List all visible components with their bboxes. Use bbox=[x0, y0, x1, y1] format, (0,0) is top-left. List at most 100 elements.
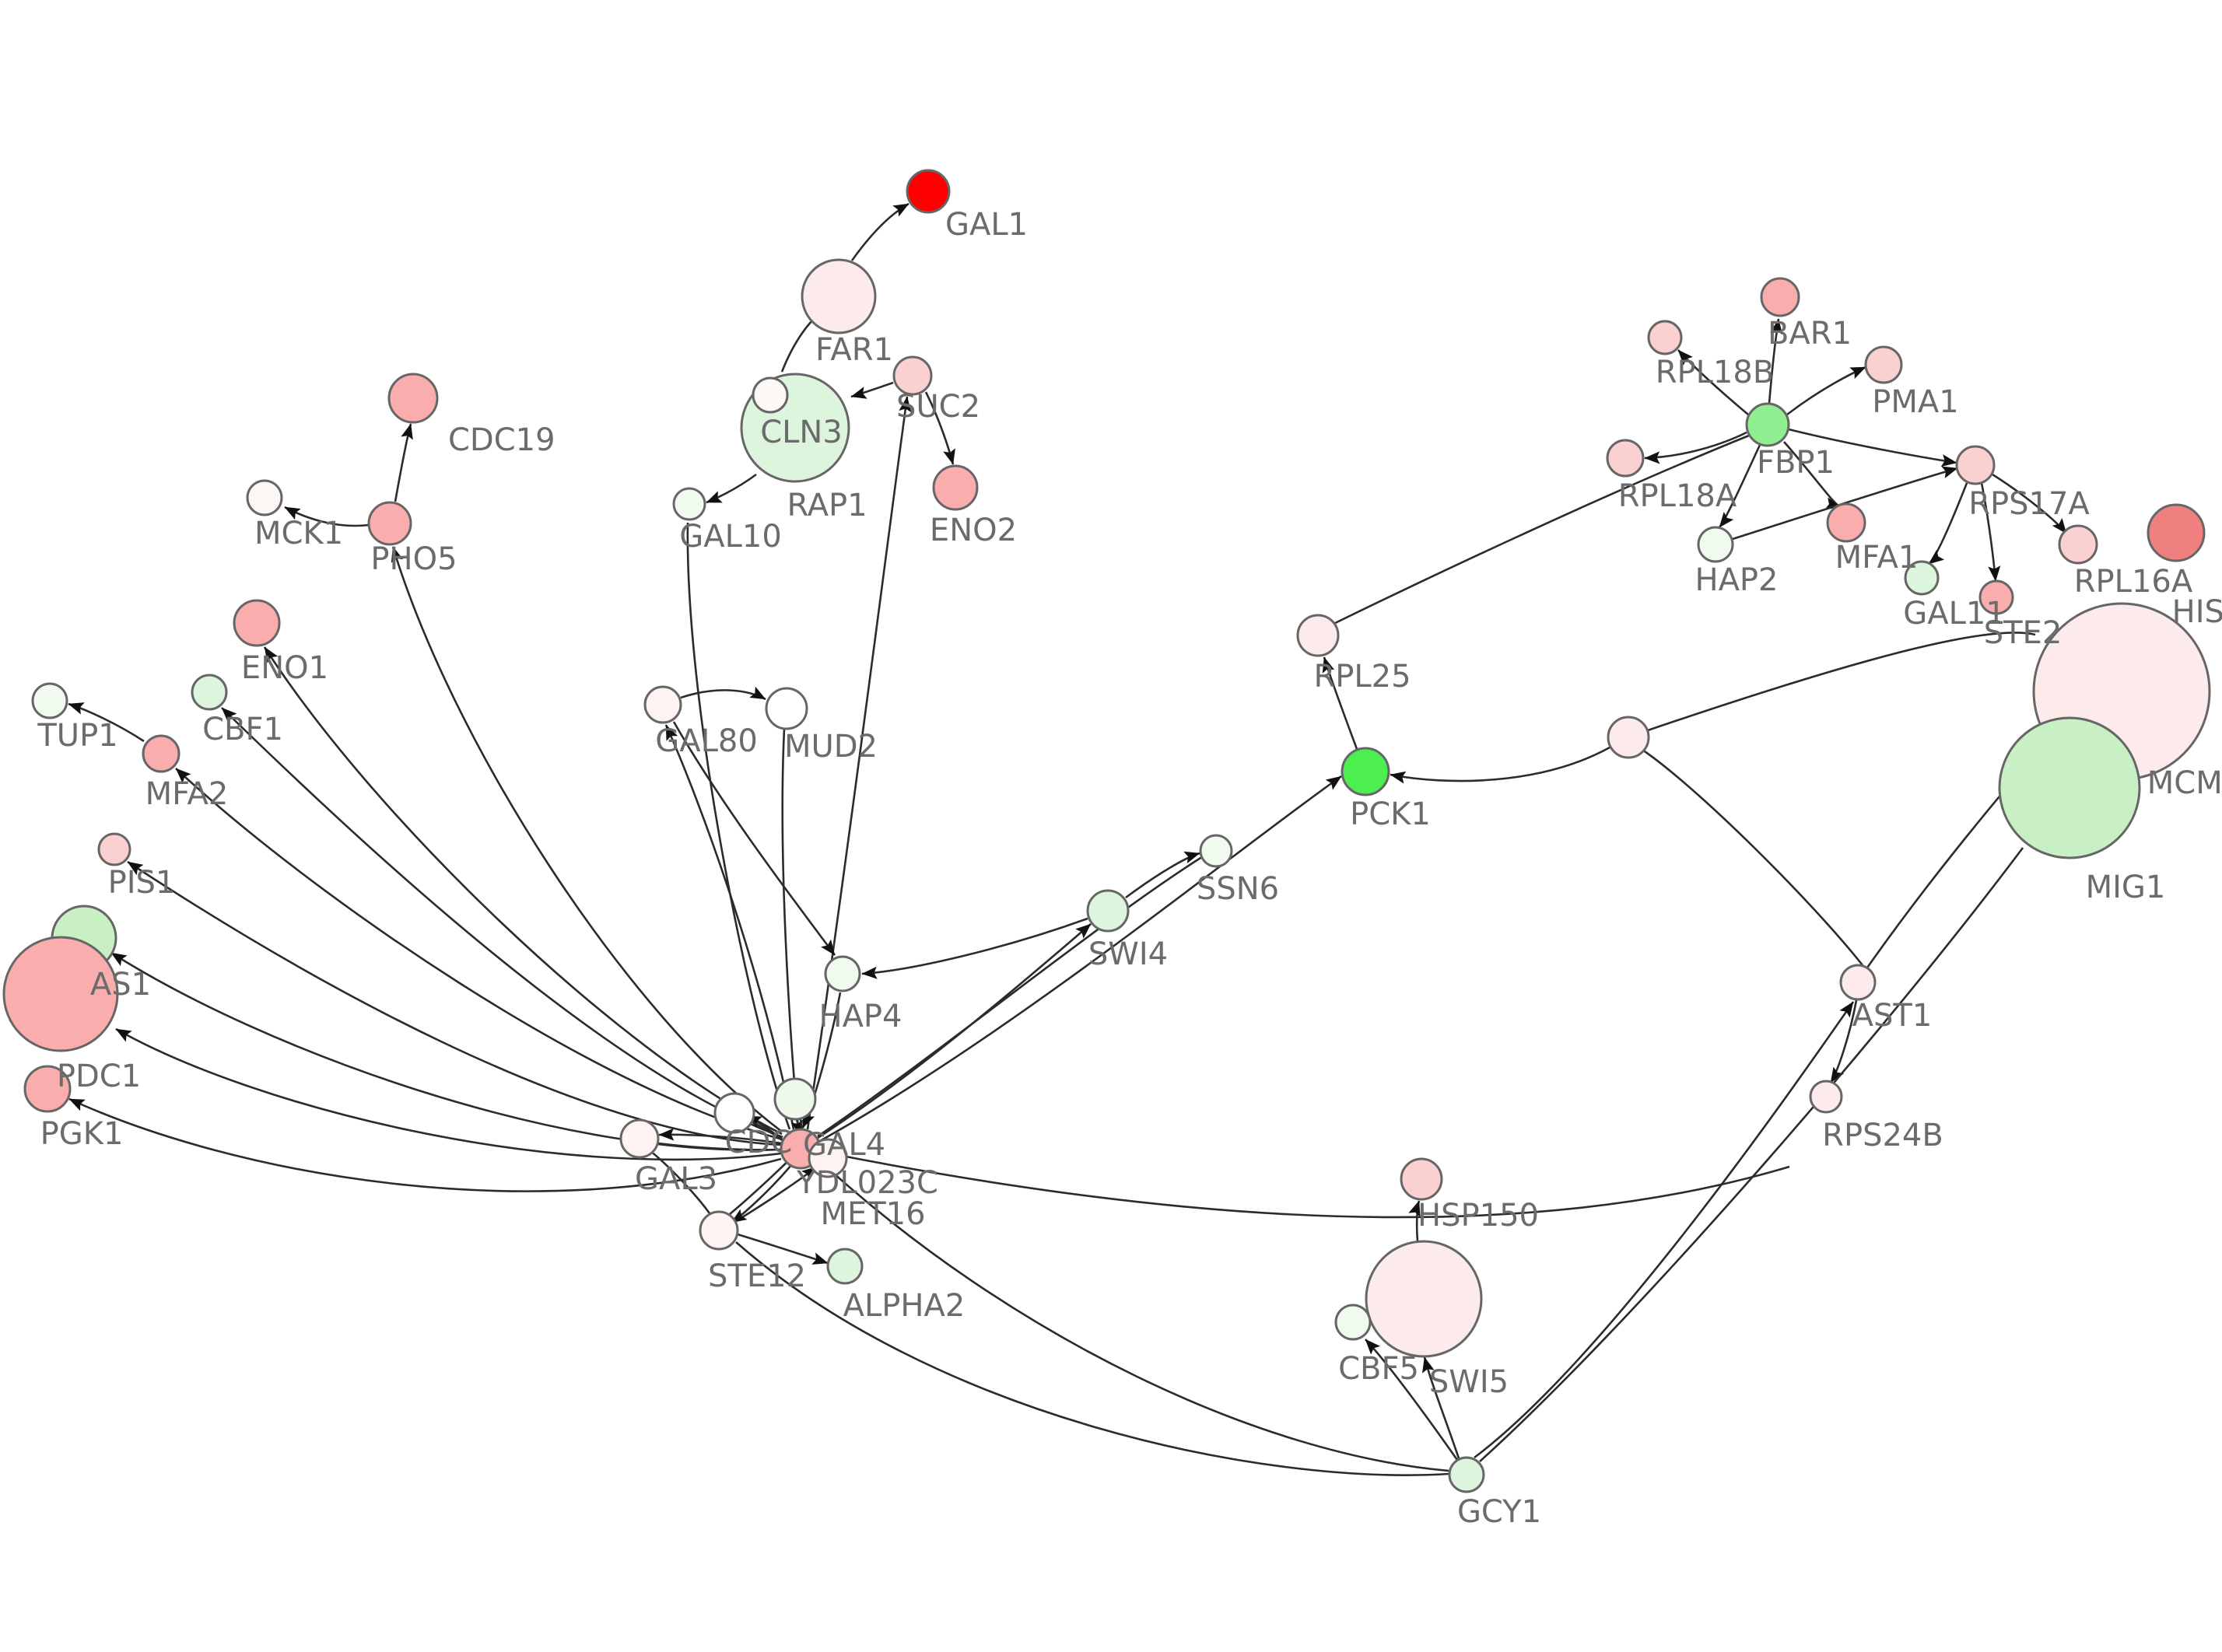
edge-FAR1-to-CLN3 bbox=[850, 381, 894, 399]
edge-GAL4-to-AS1 bbox=[110, 951, 782, 1151]
node-rpl16a[interactable] bbox=[2058, 524, 2098, 565]
node-label-cdc19: CDC19 bbox=[448, 422, 556, 458]
edge-NODE_A-to-PCK1 bbox=[1390, 746, 1610, 784]
node-mig1[interactable] bbox=[1998, 716, 2141, 859]
node-label-far1: FAR1 bbox=[815, 332, 893, 368]
edge-GAL80-to-MUD2 bbox=[680, 686, 766, 701]
edge-GAL4-to-ENO1 bbox=[263, 646, 783, 1136]
node-gal1[interactable] bbox=[906, 169, 951, 214]
node-pdc1[interactable] bbox=[2, 936, 119, 1052]
edge-GCY1-to-AST1 bbox=[1474, 1001, 1855, 1459]
node-mud2[interactable] bbox=[765, 687, 808, 730]
node-label-swi5: SWI5 bbox=[1429, 1364, 1509, 1400]
node-rpl18a[interactable] bbox=[1606, 439, 1645, 478]
node-label-eno2: ENO2 bbox=[930, 513, 1017, 548]
edge-GAL4-to-CBF1 bbox=[221, 707, 783, 1139]
node-gcy1[interactable] bbox=[1448, 1456, 1485, 1493]
node-label-mcm1: MCM1 bbox=[2147, 765, 2222, 801]
node-cdc[interactable] bbox=[713, 1092, 755, 1134]
edge-GAL4-to-PDC1 bbox=[115, 1027, 782, 1161]
node-eno2[interactable] bbox=[932, 464, 979, 511]
node-hsp150[interactable] bbox=[1400, 1157, 1443, 1201]
edge-GAL4-to-STE12 bbox=[731, 1164, 793, 1224]
edge-MUD2-to-GAL4 bbox=[781, 728, 800, 1129]
node-label-rap1: RAP1 bbox=[787, 488, 867, 523]
nodes-layer bbox=[2, 169, 2211, 1493]
edge-GAL4-to-GAL3 bbox=[658, 1128, 783, 1145]
node-label-ste12: STE12 bbox=[708, 1258, 806, 1294]
node-label-ydl023c: YDL023C bbox=[796, 1165, 938, 1201]
node-rap1[interactable] bbox=[752, 376, 789, 414]
node-label-rpl18a: RPL18A bbox=[1618, 478, 1737, 514]
node-label-gal3: GAL3 bbox=[635, 1161, 717, 1197]
node-label-tup1: TUP1 bbox=[37, 718, 117, 754]
node-met16_n[interactable] bbox=[773, 1077, 817, 1121]
node-label-rpl25: RPL25 bbox=[1313, 659, 1411, 695]
node-swi4[interactable] bbox=[1086, 889, 1130, 933]
node-pck1[interactable] bbox=[1341, 747, 1390, 796]
node-eno1[interactable] bbox=[233, 599, 281, 647]
node-label-gcy1: GCY1 bbox=[1457, 1494, 1541, 1530]
node-cdc19[interactable] bbox=[387, 373, 439, 424]
node-tup1[interactable] bbox=[31, 682, 68, 719]
edge-STE12-to-ALPHA2 bbox=[737, 1233, 829, 1265]
node-ssn6[interactable] bbox=[1199, 834, 1233, 868]
node-label-hsp150: HSP150 bbox=[1418, 1198, 1539, 1234]
node-mck1[interactable] bbox=[246, 479, 283, 516]
node-pma1[interactable] bbox=[1864, 345, 1903, 384]
node-pgk1[interactable] bbox=[23, 1065, 72, 1113]
node-suc2[interactable] bbox=[892, 355, 933, 396]
node-swi5[interactable] bbox=[1365, 1240, 1483, 1358]
node-cbf5[interactable] bbox=[1334, 1304, 1372, 1341]
node-mfa1[interactable] bbox=[1826, 502, 1866, 543]
node-rps17a[interactable] bbox=[1955, 445, 1996, 485]
node-gal10[interactable] bbox=[672, 487, 706, 521]
node-label-rps24b: RPS24B bbox=[1822, 1118, 1943, 1153]
node-ydl023c[interactable] bbox=[808, 1138, 848, 1178]
node-label-pck1: PCK1 bbox=[1350, 796, 1431, 832]
node-far1[interactable] bbox=[801, 258, 877, 334]
node-mfa2[interactable] bbox=[142, 734, 180, 773]
edge-GAL4-to-PGK1 bbox=[68, 1097, 782, 1192]
node-pho5[interactable] bbox=[367, 501, 412, 546]
edge-FBP1-to-RPS17A bbox=[1788, 428, 1957, 467]
edge-HAP2-to-RPS17A bbox=[1732, 466, 1958, 541]
node-hap2[interactable] bbox=[1697, 526, 1734, 563]
node-label-pdc1: PDC1 bbox=[57, 1059, 141, 1094]
node-ste12[interactable] bbox=[699, 1210, 739, 1251]
node-gal11[interactable] bbox=[1904, 560, 1940, 596]
node-cbf1[interactable] bbox=[191, 674, 228, 711]
node-ste2[interactable] bbox=[1978, 579, 2014, 615]
edge-GAL4-to-PHO5 bbox=[391, 546, 783, 1133]
node-label-pho5: PHO5 bbox=[370, 541, 457, 577]
node-label-gal11: GAL11 bbox=[1903, 596, 2006, 632]
edge-FBP1-to-RPL25 bbox=[1327, 434, 1750, 628]
node-label-pis1: PIS1 bbox=[108, 865, 176, 901]
node-node_a[interactable] bbox=[1607, 716, 1650, 759]
node-hap4[interactable] bbox=[824, 955, 861, 992]
node-pis1[interactable] bbox=[97, 832, 131, 866]
node-label-pma1: PMA1 bbox=[1872, 384, 1958, 420]
node-rpl25[interactable] bbox=[1296, 614, 1340, 657]
node-rpl18b[interactable] bbox=[1647, 320, 1683, 355]
node-his4[interactable] bbox=[2147, 503, 2206, 562]
node-label-fbp1: FBP1 bbox=[1757, 445, 1835, 481]
edge-GAL4-to-SSN6 bbox=[817, 854, 1205, 1138]
edge-SWI5-to-HSP150 bbox=[1408, 1200, 1421, 1242]
node-bar1[interactable] bbox=[1760, 277, 1800, 317]
node-alpha2[interactable] bbox=[826, 1248, 864, 1285]
node-rps24b[interactable] bbox=[1809, 1080, 1843, 1114]
edge-FBP1-to-RPL18B bbox=[1677, 349, 1749, 415]
node-label-mfa1: MFA1 bbox=[1835, 540, 1919, 576]
edge-GAL4-to-GCY1 bbox=[816, 1157, 1449, 1472]
node-fbp1[interactable] bbox=[1745, 402, 1790, 447]
node-ast1[interactable] bbox=[1839, 964, 1877, 1001]
node-gal3[interactable] bbox=[619, 1118, 660, 1159]
edge-HAP4-to-GAL4 bbox=[801, 992, 842, 1129]
edge-STE12-to-GCY1 bbox=[735, 1241, 1449, 1476]
edge-GAL4-to-MFA2 bbox=[175, 768, 783, 1141]
node-label-ssn6: SSN6 bbox=[1197, 871, 1279, 907]
node-label-mig1: MIG1 bbox=[2086, 870, 2166, 905]
node-gal80[interactable] bbox=[643, 685, 682, 724]
